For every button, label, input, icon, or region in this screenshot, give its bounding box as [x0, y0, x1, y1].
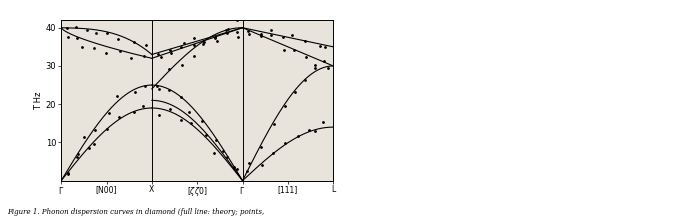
Text: Figure 1. Phonon dispersion curves in diamond (full line: theory; points,: Figure 1. Phonon dispersion curves in di… [7, 208, 264, 216]
Y-axis label: T Hz: T Hz [34, 91, 43, 109]
